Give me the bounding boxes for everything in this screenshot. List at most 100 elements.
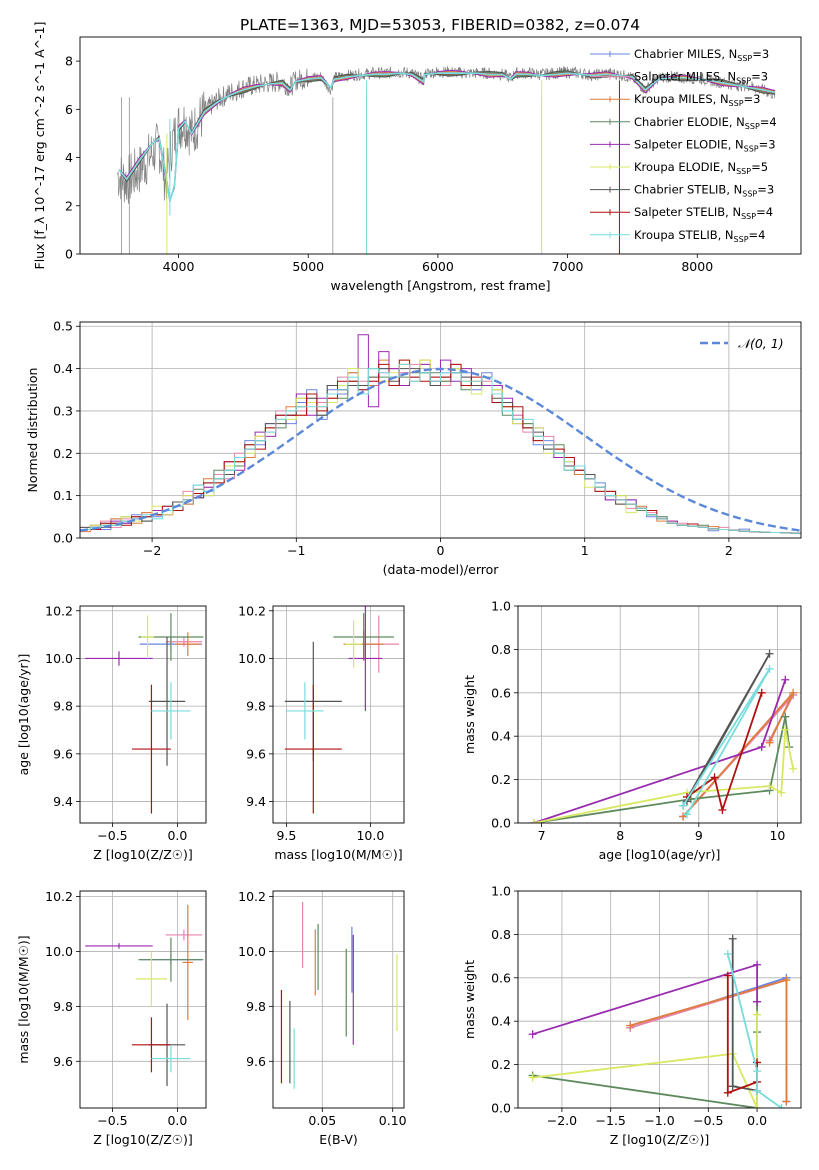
panel-residual_histogram: −2 −1 0 1 2 0.0 0.1 0.2 0.3 0.4 0.5 (data-model)/er… bbox=[25, 319, 802, 577]
axes-border bbox=[272, 890, 405, 1109]
y-tick-label: 0.4 bbox=[491, 729, 511, 744]
mass-weight-marker bbox=[529, 819, 538, 823]
legend-value: =4 bbox=[749, 228, 766, 242]
x-tick-label: 8000 bbox=[681, 259, 713, 274]
figure-title: PLATE=1363, MJD=53053, FIBERID=0382, z=0… bbox=[240, 16, 640, 34]
y-axis-label: Normed distribution bbox=[25, 368, 40, 493]
mass-weight-marker bbox=[528, 1073, 537, 1082]
mass-weight-marker bbox=[753, 1067, 762, 1076]
mass-weight-marker bbox=[782, 975, 791, 984]
panel-mass_weight_vs_Z: −2.0 −1.5 −1.0 −0.5 0.0 0.0 0.2 0.4 0.6 0.8 1.0 Z [… bbox=[462, 884, 802, 1147]
mass-weight-marker bbox=[723, 949, 732, 958]
legend-subscript: SSP bbox=[736, 167, 751, 176]
mass-weight-marker bbox=[781, 725, 790, 734]
y-tick-label: 10.0 bbox=[45, 944, 73, 959]
x-axis-label: Z [log10(Z/Z☉)] bbox=[93, 847, 193, 862]
legend-label: Chabrier ELODIE, NSSP=4 bbox=[634, 115, 777, 131]
axes-frame: 7 8 9 10 0.0 0.2 0.4 0.6 0.8 1.0 age [log10(age/yr… bbox=[462, 599, 802, 862]
mass-weight-marker bbox=[777, 788, 786, 797]
mass-weight-marker bbox=[782, 1097, 791, 1106]
mass-weight-marker bbox=[781, 712, 790, 721]
legend-label: Chabrier STELIB, NSSP=3 bbox=[634, 183, 774, 199]
axes-border bbox=[79, 605, 207, 824]
x-tick-label: 4000 bbox=[163, 259, 195, 274]
mass-weight-series bbox=[533, 679, 787, 823]
x-axis-label: (data-model)/error bbox=[383, 562, 500, 577]
y-tick-label: 10.0 bbox=[238, 651, 266, 666]
x-tick-label: 0.0 bbox=[747, 1113, 767, 1128]
legend-label: Kroupa MILES, NSSP=3 bbox=[634, 92, 760, 108]
y-tick-label: 0.5 bbox=[53, 319, 73, 334]
x-axis-label: Z [log10(Z/Z☉)] bbox=[610, 1132, 710, 1147]
y-axis-label: mass weight bbox=[462, 960, 477, 1039]
x-tick-label: −2.0 bbox=[547, 1113, 577, 1128]
legend-subscript: SSP bbox=[745, 122, 760, 131]
mass-weight-marker bbox=[753, 997, 762, 1006]
x-tick-label: −1.5 bbox=[596, 1113, 626, 1128]
x-tick-label: 0.0 bbox=[167, 828, 187, 843]
x-tick-label: 0.0 bbox=[167, 1113, 187, 1128]
legend-subscript: SSP bbox=[736, 77, 751, 86]
mass-weight-marker bbox=[777, 1104, 786, 1108]
legend-label: Salpeter ELODIE, NSSP=3 bbox=[634, 137, 776, 153]
plot-area bbox=[518, 606, 801, 823]
y-tick-label: 9.6 bbox=[246, 1054, 266, 1069]
plot-area bbox=[80, 891, 206, 1108]
y-tick-label: 0.0 bbox=[491, 1101, 511, 1116]
y-tick-label: 9.8 bbox=[246, 999, 266, 1014]
legend-subscript: SSP bbox=[734, 235, 749, 244]
mass-weight-marker bbox=[723, 1088, 732, 1097]
axes-frame: −0.5 0.0 9.6 9.8 10.0 10.2 Z [log10(Z/Z☉)] mass… bbox=[16, 889, 207, 1147]
legend-label: Salpeter MILES, NSSP=3 bbox=[634, 70, 768, 86]
axes-border bbox=[79, 36, 802, 255]
x-tick-label: −2 bbox=[143, 543, 161, 558]
mass-weight-marker bbox=[765, 738, 774, 747]
mass-weight-marker bbox=[757, 743, 766, 752]
plot-area bbox=[80, 606, 206, 823]
legend-label: Kroupa ELODIE, NSSP=5 bbox=[634, 160, 768, 176]
panel-spectrum: 4000 5000 6000 7000 8000 0 2 4 6 8 wavelength [Ang… bbox=[32, 22, 802, 293]
mass-weight-series bbox=[726, 953, 783, 1108]
legend-subscript: SSP bbox=[744, 144, 759, 153]
axes-border bbox=[272, 605, 405, 824]
x-tick-label: 9 bbox=[695, 828, 703, 843]
mass-weight-series bbox=[532, 1014, 758, 1108]
plot-area bbox=[273, 891, 404, 1108]
mass-weight-marker bbox=[753, 1010, 762, 1019]
y-tick-label: 10.2 bbox=[45, 603, 73, 618]
y-tick-label: 0.3 bbox=[53, 403, 73, 418]
x-tick-label: 10.0 bbox=[356, 828, 384, 843]
y-tick-label: 9.6 bbox=[246, 746, 266, 761]
y-tick-label: 9.6 bbox=[53, 746, 73, 761]
legend-label: Chabrier MILES, NSSP=3 bbox=[634, 47, 769, 63]
y-tick-label: 9.8 bbox=[246, 699, 266, 714]
mass-weight-series bbox=[533, 729, 794, 823]
panel-mass_vs_Z: −0.5 0.0 9.6 9.8 10.0 10.2 Z [log10(Z/Z☉)] mass… bbox=[16, 889, 207, 1147]
legend-subscript: SSP bbox=[737, 54, 752, 63]
mass-weight-marker bbox=[710, 773, 719, 782]
y-tick-label: 0 bbox=[65, 247, 73, 262]
mass-weight-marker bbox=[789, 688, 798, 697]
x-tick-label: 10 bbox=[769, 828, 785, 843]
y-tick-label: 0.0 bbox=[491, 816, 511, 831]
legend-value: =3 bbox=[759, 137, 776, 151]
x-tick-label: 7000 bbox=[552, 259, 584, 274]
legend-subscript: SSP bbox=[729, 99, 744, 108]
legend-value: =3 bbox=[757, 183, 774, 197]
axes-frame: −0.5 0.0 9.4 9.6 9.8 10.0 10.2 Z [log10(Z/Z☉)] a… bbox=[16, 603, 207, 862]
model-spectrum-line bbox=[118, 71, 776, 201]
x-tick-label: −0.5 bbox=[693, 1113, 723, 1128]
x-tick-label: −1 bbox=[287, 543, 305, 558]
y-tick-label: 10.0 bbox=[45, 651, 73, 666]
legend-label: 𝒩(0, 1) bbox=[738, 336, 784, 351]
mass-weight-marker bbox=[753, 960, 762, 969]
y-tick-label: 4 bbox=[65, 150, 73, 165]
panel-mass_weight_vs_age: 7 8 9 10 0.0 0.2 0.4 0.6 0.8 1.0 age [log10(age/yr… bbox=[462, 599, 802, 862]
legend-label: Salpeter STELIB, NSSP=4 bbox=[634, 205, 773, 221]
model-spectrum-line bbox=[118, 72, 776, 202]
y-axis-label: mass weight bbox=[462, 675, 477, 754]
y-tick-label: 0.4 bbox=[491, 1014, 511, 1029]
legend-label: Kroupa STELIB, NSSP=4 bbox=[634, 228, 765, 244]
x-tick-label: 6000 bbox=[422, 259, 454, 274]
y-tick-label: 0.4 bbox=[53, 361, 73, 376]
